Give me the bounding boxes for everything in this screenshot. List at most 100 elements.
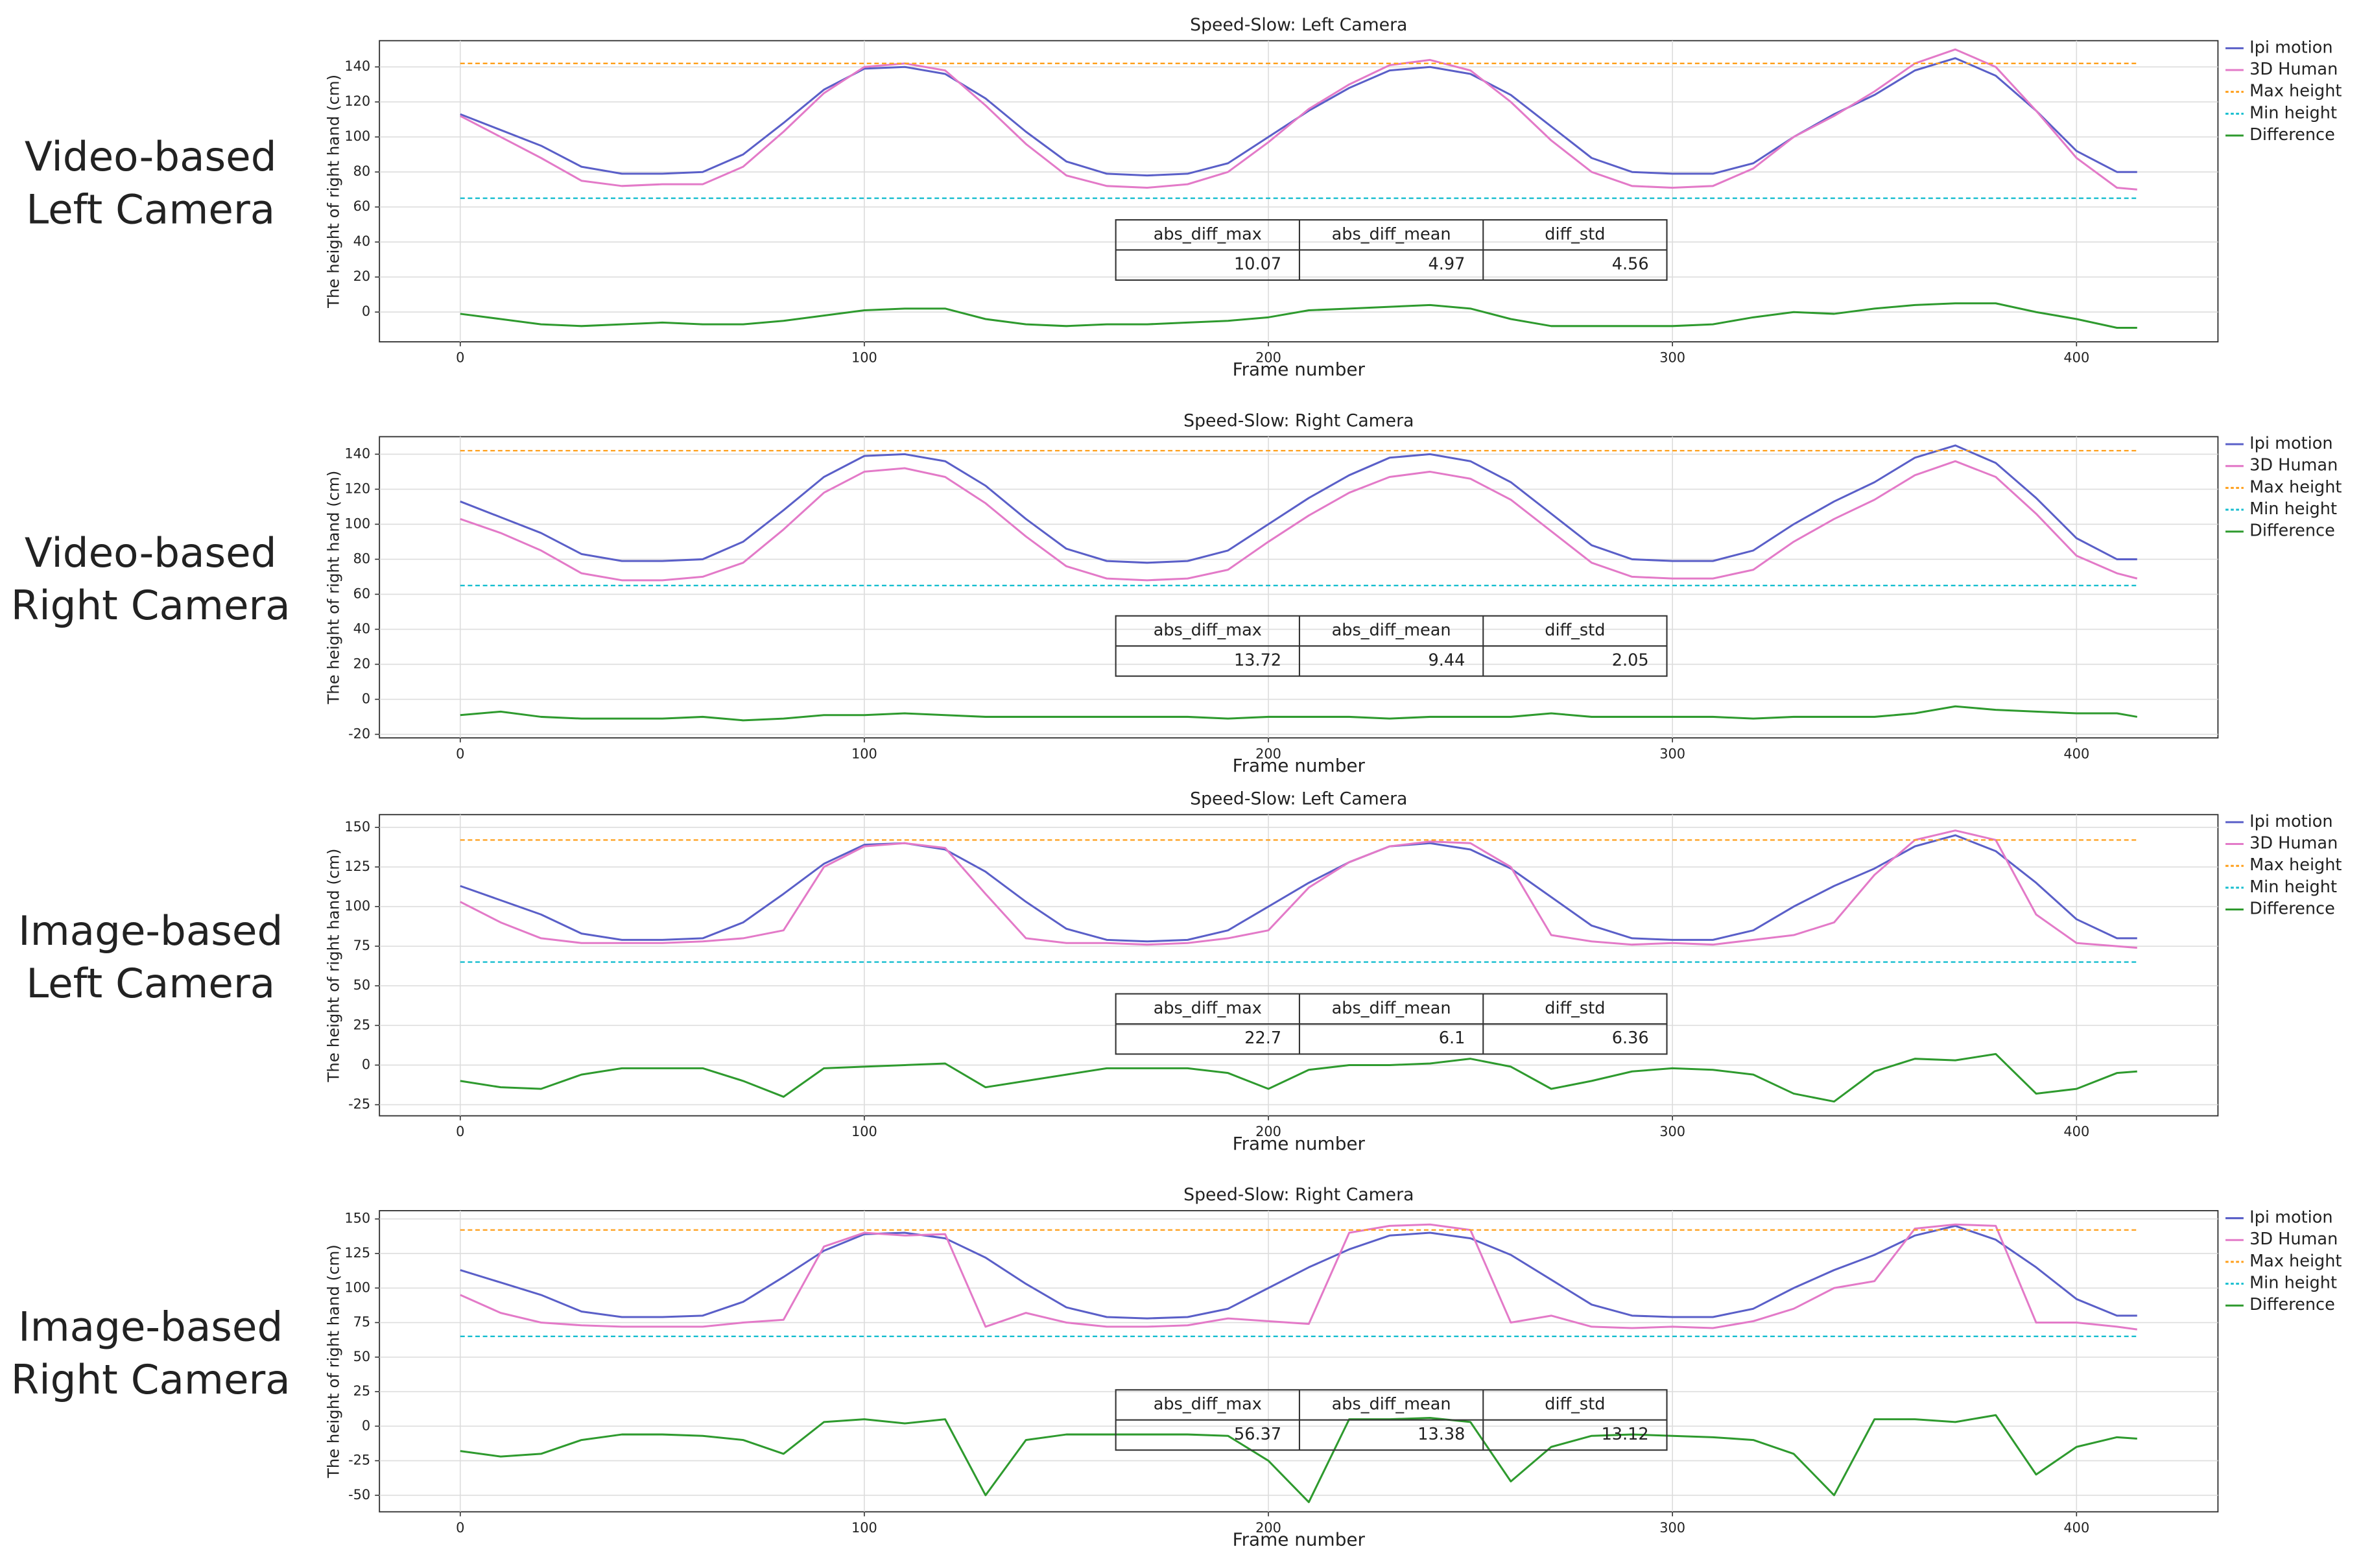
x-axis-label: Frame number xyxy=(1233,755,1366,776)
y-tick-label: 150 xyxy=(344,819,370,835)
legend-label: Max height xyxy=(2249,1252,2342,1271)
table-cell: 6.36 xyxy=(1612,1028,1649,1048)
x-tick-label: 300 xyxy=(1659,1124,1685,1139)
table-cell: 2.05 xyxy=(1612,650,1649,670)
row-label: Image-based xyxy=(18,1303,283,1350)
y-tick-label: 20 xyxy=(353,268,371,284)
legend-label: 3D Human xyxy=(2249,834,2338,853)
y-tick-label: 120 xyxy=(344,93,370,109)
y-tick-label: 75 xyxy=(353,1314,371,1330)
legend-label: Difference xyxy=(2249,1295,2335,1314)
series-line xyxy=(460,1223,2137,1331)
y-tick-label: 100 xyxy=(344,516,370,531)
plot-area xyxy=(379,40,2219,343)
x-tick-label: 400 xyxy=(2063,350,2089,366)
chart-panel: Video-based Left Camera 0 20 40 60 80 100 120 140… xyxy=(25,15,2342,380)
series-line xyxy=(460,460,2138,582)
series-line xyxy=(460,705,2138,722)
chart-title: Speed-Slow: Right Camera xyxy=(1183,1185,1414,1205)
table-header: diff_std xyxy=(1545,999,1605,1018)
x-tick-label: 100 xyxy=(851,1520,877,1536)
series-line xyxy=(460,1052,2137,1103)
y-tick-label: 25 xyxy=(353,1383,371,1399)
x-axis-label: Frame number xyxy=(1233,1133,1366,1154)
series-line xyxy=(460,834,2137,943)
y-tick-label: -25 xyxy=(348,1097,370,1112)
table-header: abs_diff_max xyxy=(1154,999,1262,1018)
x-axis-label: Frame number xyxy=(1233,359,1366,380)
series-line xyxy=(460,1414,2137,1503)
series-line xyxy=(460,57,2137,177)
table-header: abs_diff_max xyxy=(1154,621,1262,640)
y-tick-label: 75 xyxy=(353,938,371,953)
table-cell: 22.7 xyxy=(1244,1028,1281,1048)
table-cell: 56.37 xyxy=(1234,1425,1281,1444)
row-label: Right Camera xyxy=(11,1356,291,1403)
table-cell: 13.72 xyxy=(1234,650,1281,670)
y-tick-label: 60 xyxy=(353,586,371,601)
y-tick-label: 0 xyxy=(362,691,370,706)
y-tick-label: 100 xyxy=(344,1279,370,1295)
y-axis-label: The height of right hand (cm) xyxy=(324,471,342,705)
legend-label: Min height xyxy=(2249,1274,2337,1293)
y-tick-label: 80 xyxy=(353,551,371,566)
row-label: Video-based xyxy=(25,133,277,180)
x-tick-label: 100 xyxy=(851,746,877,761)
legend-label: Ipi motion xyxy=(2249,434,2332,453)
legend-label: 3D Human xyxy=(2249,456,2338,475)
x-tick-label: 100 xyxy=(851,1124,877,1139)
row-label: Right Camera xyxy=(11,582,291,629)
y-tick-label: 0 xyxy=(362,303,370,319)
x-tick-label: 0 xyxy=(456,746,464,761)
legend-label: Min height xyxy=(2249,499,2337,519)
table-header: abs_diff_mean xyxy=(1332,1395,1451,1414)
y-tick-label: 120 xyxy=(344,481,370,496)
y-tick-label: -20 xyxy=(348,726,370,741)
chart-title: Speed-Slow: Left Camera xyxy=(1190,789,1407,809)
table-cell: 9.44 xyxy=(1429,650,1465,670)
legend-label: Min height xyxy=(2249,103,2337,123)
table-cell: 13.12 xyxy=(1602,1425,1649,1444)
y-tick-label: 100 xyxy=(344,898,370,914)
legend-label: 3D Human xyxy=(2249,60,2338,79)
table-header: diff_std xyxy=(1545,1395,1605,1414)
row-label: Left Camera xyxy=(26,960,275,1007)
y-tick-label: 60 xyxy=(353,198,371,214)
table-header: diff_std xyxy=(1545,224,1605,244)
x-tick-label: 400 xyxy=(2063,746,2089,761)
x-tick-label: 400 xyxy=(2063,1520,2089,1536)
chart-panel: Image-based Right Camera -50 -25 0 25 50 75 100 1… xyxy=(11,1185,2342,1550)
chart-panel: Video-based Right Camera -20 0 20 40 60 80 100 12… xyxy=(11,411,2342,776)
x-tick-label: 300 xyxy=(1659,1520,1685,1536)
table-cell: 13.38 xyxy=(1418,1425,1465,1444)
y-tick-label: 140 xyxy=(344,58,370,74)
x-tick-label: 200 xyxy=(1255,1124,1281,1139)
plot-area xyxy=(379,814,2219,1117)
legend-label: Max height xyxy=(2249,855,2342,875)
legend-label: Difference xyxy=(2249,899,2335,919)
y-tick-label: 0 xyxy=(362,1056,370,1072)
table-cell: 10.07 xyxy=(1234,255,1281,274)
table-header: abs_diff_mean xyxy=(1332,621,1451,640)
table-header: abs_diff_mean xyxy=(1332,999,1451,1018)
y-tick-label: 40 xyxy=(353,233,371,249)
y-axis-label: The height of right hand (cm) xyxy=(324,1244,342,1479)
x-axis-label: Frame number xyxy=(1233,1528,1366,1550)
x-tick-label: 200 xyxy=(1255,1520,1281,1536)
y-tick-label: 140 xyxy=(344,445,370,461)
x-tick-label: 0 xyxy=(456,1124,464,1139)
row-label: Left Camera xyxy=(26,186,275,233)
x-tick-label: 100 xyxy=(851,350,877,366)
y-tick-label: 40 xyxy=(353,621,371,636)
legend-label: Ipi motion xyxy=(2249,1208,2332,1228)
x-tick-label: 200 xyxy=(1255,746,1281,761)
legend-label: Max height xyxy=(2249,82,2342,101)
y-tick-label: 50 xyxy=(353,977,371,993)
legend-label: Difference xyxy=(2249,521,2335,541)
table-header: abs_diff_max xyxy=(1154,224,1262,244)
table-header: abs_diff_max xyxy=(1154,1395,1262,1414)
y-tick-label: 20 xyxy=(353,656,371,671)
y-tick-label: 125 xyxy=(344,859,370,874)
series-line xyxy=(460,302,2137,329)
